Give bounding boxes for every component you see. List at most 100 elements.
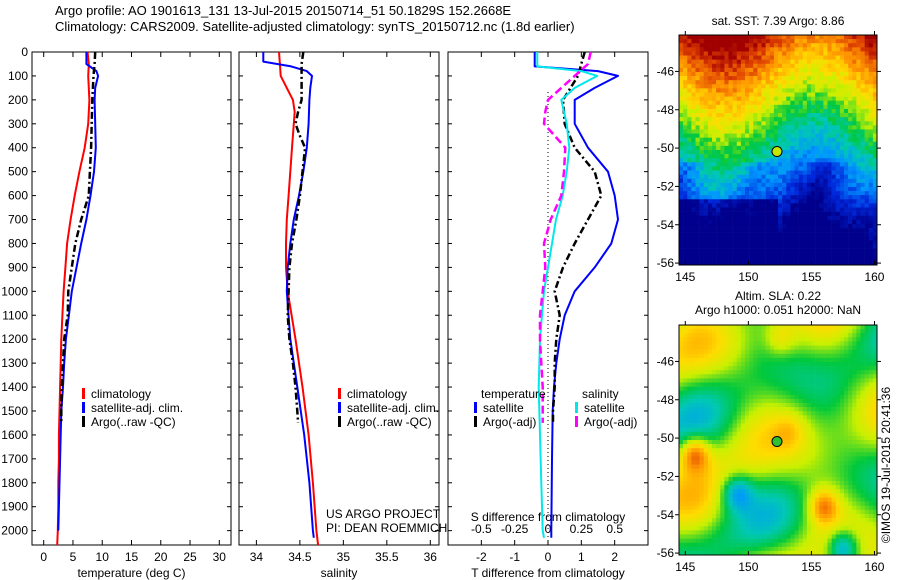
- map-cell: [802, 71, 808, 77]
- map-cell: [753, 252, 758, 258]
- y-tick-label: 200: [8, 93, 28, 107]
- map-cell: [860, 207, 865, 212]
- map-cell: [831, 76, 837, 81]
- map-cell: [852, 390, 857, 396]
- map-cell: [712, 211, 717, 217]
- map-cell: [786, 435, 791, 441]
- map-cell: [695, 419, 700, 424]
- map-cell: [765, 67, 771, 73]
- map-cell: [761, 374, 766, 379]
- map-cell: [819, 403, 824, 408]
- map-cell: [740, 166, 746, 171]
- map-cell: [687, 236, 692, 241]
- map-cell: [778, 485, 783, 490]
- map-cell: [782, 260, 787, 266]
- map-cell: [844, 80, 849, 85]
- map-cell: [765, 240, 771, 245]
- map-cell: [695, 403, 700, 408]
- map-cell: [679, 215, 684, 221]
- map-cell: [831, 341, 837, 346]
- map-cell: [786, 121, 791, 126]
- map-cell: [872, 108, 878, 114]
- map-cell: [852, 370, 857, 375]
- map-cell: [852, 88, 857, 93]
- map-cell: [868, 325, 874, 330]
- map-cell: [745, 444, 750, 449]
- map-cell: [872, 431, 878, 437]
- map-cell: [691, 329, 696, 334]
- map-cell: [790, 460, 795, 465]
- map-cell: [778, 108, 783, 114]
- map-cell: [757, 43, 762, 48]
- map-cell: [687, 493, 692, 498]
- map-cell: [757, 76, 762, 81]
- map-cell: [864, 481, 870, 486]
- map-cell: [868, 211, 874, 217]
- map-cell: [773, 211, 779, 217]
- map-cell: [769, 378, 775, 383]
- sst-map: [679, 35, 878, 266]
- map-cell: [872, 121, 878, 126]
- map-cell: [691, 256, 696, 262]
- map-cell: [864, 158, 870, 163]
- map-cell: [786, 117, 791, 122]
- map-cell: [765, 207, 771, 212]
- map-cell: [687, 174, 692, 180]
- map-cell: [703, 476, 709, 482]
- s-tick-label: 0: [545, 522, 552, 536]
- map-cell: [786, 199, 791, 204]
- map-cell: [712, 349, 717, 355]
- map-cell: [699, 456, 705, 461]
- map-cell: [848, 374, 853, 379]
- map-cell: [691, 485, 696, 490]
- map-cell: [716, 357, 721, 363]
- map-cell: [703, 407, 709, 412]
- map-cell: [773, 191, 779, 196]
- map-cell: [753, 39, 758, 44]
- map-cell: [860, 345, 865, 350]
- map-cell: [778, 427, 783, 433]
- map-cell: [699, 195, 705, 200]
- map-cell: [856, 182, 861, 188]
- map-cell: [802, 407, 808, 412]
- map-cell: [831, 419, 837, 424]
- map-cell: [852, 178, 857, 184]
- map-cell: [782, 43, 787, 48]
- map-cell: [782, 236, 787, 241]
- map-cell: [806, 325, 812, 330]
- map-cell: [761, 260, 766, 266]
- map-cell: [732, 415, 738, 420]
- map-cell: [844, 370, 849, 375]
- map-cell: [765, 158, 771, 163]
- map-cell: [769, 51, 775, 56]
- map-cell: [749, 415, 754, 420]
- map-cell: [691, 398, 696, 404]
- map-cell: [687, 51, 692, 56]
- map-cell: [786, 431, 791, 437]
- map-cell: [844, 55, 849, 60]
- map-cell: [815, 166, 820, 171]
- map-cell: [753, 203, 758, 208]
- map-cell: [806, 186, 812, 192]
- map-cell: [806, 378, 812, 383]
- map-cell: [790, 203, 795, 208]
- map-cell: [699, 166, 705, 171]
- map-cell: [773, 464, 779, 470]
- map-cell: [753, 166, 758, 171]
- map-cell: [831, 55, 837, 60]
- s-axis-label: S difference from climatology: [471, 510, 626, 524]
- map-cell: [749, 84, 754, 89]
- map-cell: [703, 133, 709, 138]
- map-cell: [736, 219, 742, 225]
- map-cell: [872, 403, 878, 408]
- map-cell: [707, 170, 713, 175]
- map-cell: [683, 333, 688, 338]
- map-cell: [856, 361, 861, 367]
- map-cell: [736, 43, 742, 48]
- map-cell: [827, 472, 832, 478]
- map-cell: [683, 108, 688, 114]
- map-cell: [786, 232, 791, 237]
- map-cell: [868, 191, 874, 196]
- map-cell: [740, 133, 746, 138]
- map-cell: [716, 232, 721, 237]
